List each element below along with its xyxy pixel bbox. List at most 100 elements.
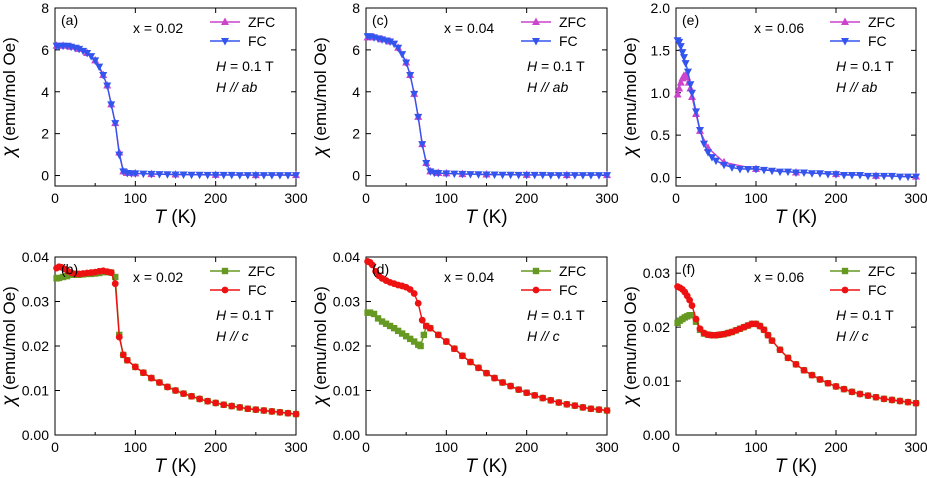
annotation-direction: H // ab xyxy=(527,79,568,95)
data-point xyxy=(555,399,563,406)
y-tick-label: 0.02 xyxy=(22,338,49,354)
data-point xyxy=(422,159,431,168)
data-point xyxy=(458,170,467,179)
y-tick-label: 0.01 xyxy=(333,383,360,399)
x-axis-unit: (K) xyxy=(787,456,818,477)
annotation-direction-value: // ab xyxy=(226,79,257,95)
data-point xyxy=(204,397,212,405)
data-point xyxy=(675,38,684,47)
data-point xyxy=(848,171,856,180)
data-point xyxy=(259,172,268,180)
data-point xyxy=(784,354,792,362)
y-tick-label: 0.03 xyxy=(22,294,49,310)
data-point xyxy=(800,366,808,374)
data-point xyxy=(498,171,507,180)
data-point xyxy=(684,68,692,77)
y-axis-unit: (emu/mol Oe) xyxy=(311,286,330,390)
x-tick-label: 100 xyxy=(435,190,459,206)
data-point xyxy=(768,337,776,345)
data-point xyxy=(904,173,912,182)
x-tick-label: 0 xyxy=(362,190,370,206)
x-tick-label: 300 xyxy=(595,190,619,206)
y-tick-label: 8 xyxy=(352,0,360,16)
y-tick-label: 4 xyxy=(41,84,49,100)
data-point xyxy=(483,369,490,377)
legend-label: FC xyxy=(248,282,267,298)
annotation-field-value: = 0.1 T xyxy=(846,307,894,323)
x-axis-var: T xyxy=(154,456,167,477)
annotation-direction: H // c xyxy=(527,328,560,344)
data-point xyxy=(378,318,386,325)
x-tick-label: 100 xyxy=(744,439,768,455)
data-point xyxy=(491,374,498,382)
annotation-direction-value: // c xyxy=(846,328,869,344)
data-point xyxy=(681,60,690,68)
data-point xyxy=(260,407,268,414)
series-line-zfc xyxy=(676,75,917,178)
series-zfc xyxy=(364,309,611,414)
legend-label: FC xyxy=(868,33,887,49)
data-point xyxy=(776,168,784,177)
data-point xyxy=(211,171,220,180)
y-tick-label: 0.00 xyxy=(333,427,360,443)
data-point xyxy=(816,170,824,178)
y-axis-label: χ (emu/mol Oe) xyxy=(0,286,20,408)
y-tick-label: 6 xyxy=(352,42,360,58)
data-point xyxy=(410,90,419,99)
data-point xyxy=(394,327,402,335)
data-point xyxy=(594,172,603,180)
y-axis-label: χ (emu/mol Oe) xyxy=(310,37,331,159)
data-point xyxy=(442,338,450,345)
data-point xyxy=(880,172,888,181)
data-point xyxy=(474,171,483,179)
data-point xyxy=(864,172,872,181)
y-tick-label: 2.0 xyxy=(651,0,671,16)
data-point xyxy=(111,120,120,128)
data-point xyxy=(252,406,260,414)
data-point xyxy=(816,376,824,383)
series-fc xyxy=(52,42,300,180)
data-point xyxy=(227,171,236,180)
data-point xyxy=(131,170,140,178)
data-point xyxy=(418,141,427,149)
data-point xyxy=(188,392,195,400)
data-point xyxy=(880,395,888,403)
series-zfc xyxy=(674,312,920,407)
chart-panel: 0 100 200 300 0 2 4 6 8 T (K) χ (emu/mol Oe) (a) x =… xyxy=(0,0,308,228)
annotation-x: x = 0.02 xyxy=(133,20,183,36)
x-axis-label: T (K) xyxy=(775,456,817,477)
data-point xyxy=(872,393,880,401)
data-point xyxy=(792,360,800,368)
y-axis-label: χ (emu/mol Oe) xyxy=(310,286,331,408)
data-point xyxy=(673,89,682,98)
legend-marker xyxy=(532,286,540,294)
y-axis-label: χ (emu/mol Oe) xyxy=(620,286,641,408)
data-point xyxy=(872,172,880,181)
data-point xyxy=(467,358,474,366)
data-point xyxy=(107,101,116,109)
data-point xyxy=(840,385,848,393)
data-point xyxy=(406,335,414,343)
data-point xyxy=(764,331,772,339)
data-point xyxy=(203,171,212,180)
data-point xyxy=(490,171,499,179)
y-axis-symbol: χ xyxy=(620,390,641,408)
data-point xyxy=(164,383,171,391)
data-point xyxy=(563,400,571,408)
annotation-x: x = 0.06 xyxy=(754,269,804,285)
data-point xyxy=(179,171,188,179)
legend-marker xyxy=(221,38,229,46)
y-tick-label: 1.0 xyxy=(651,85,671,101)
data-point xyxy=(411,338,418,345)
y-axis-symbol: χ xyxy=(0,390,20,408)
y-axis-label: χ (emu/mol Oe) xyxy=(620,37,641,159)
data-point xyxy=(539,394,547,402)
annotation-direction: H // ab xyxy=(216,79,257,95)
data-point xyxy=(402,333,410,340)
x-tick-label: 100 xyxy=(124,439,148,455)
series-fc xyxy=(363,33,611,180)
panel-label: (d) xyxy=(372,261,389,277)
data-point xyxy=(482,171,491,179)
series-line-zfc xyxy=(367,311,608,412)
